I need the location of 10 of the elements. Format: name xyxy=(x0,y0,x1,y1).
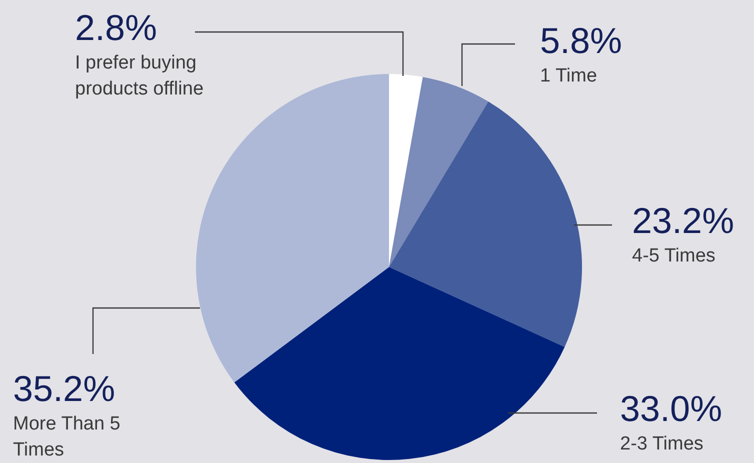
slice-label: 1 Time xyxy=(540,66,598,87)
slice-label: 4-5 Times xyxy=(632,246,716,267)
data-label: 5.8% xyxy=(540,20,622,61)
data-label: 23.2% xyxy=(632,200,734,241)
data-label: 35.2% xyxy=(13,368,116,409)
data-label: 33.0% xyxy=(620,388,722,429)
data-label: 2.8% xyxy=(75,6,158,48)
slice-label: More Than 5 Times xyxy=(13,414,120,461)
slice-label: I prefer buying products offline xyxy=(75,52,204,100)
slice-label: 2-3 Times xyxy=(620,434,704,455)
